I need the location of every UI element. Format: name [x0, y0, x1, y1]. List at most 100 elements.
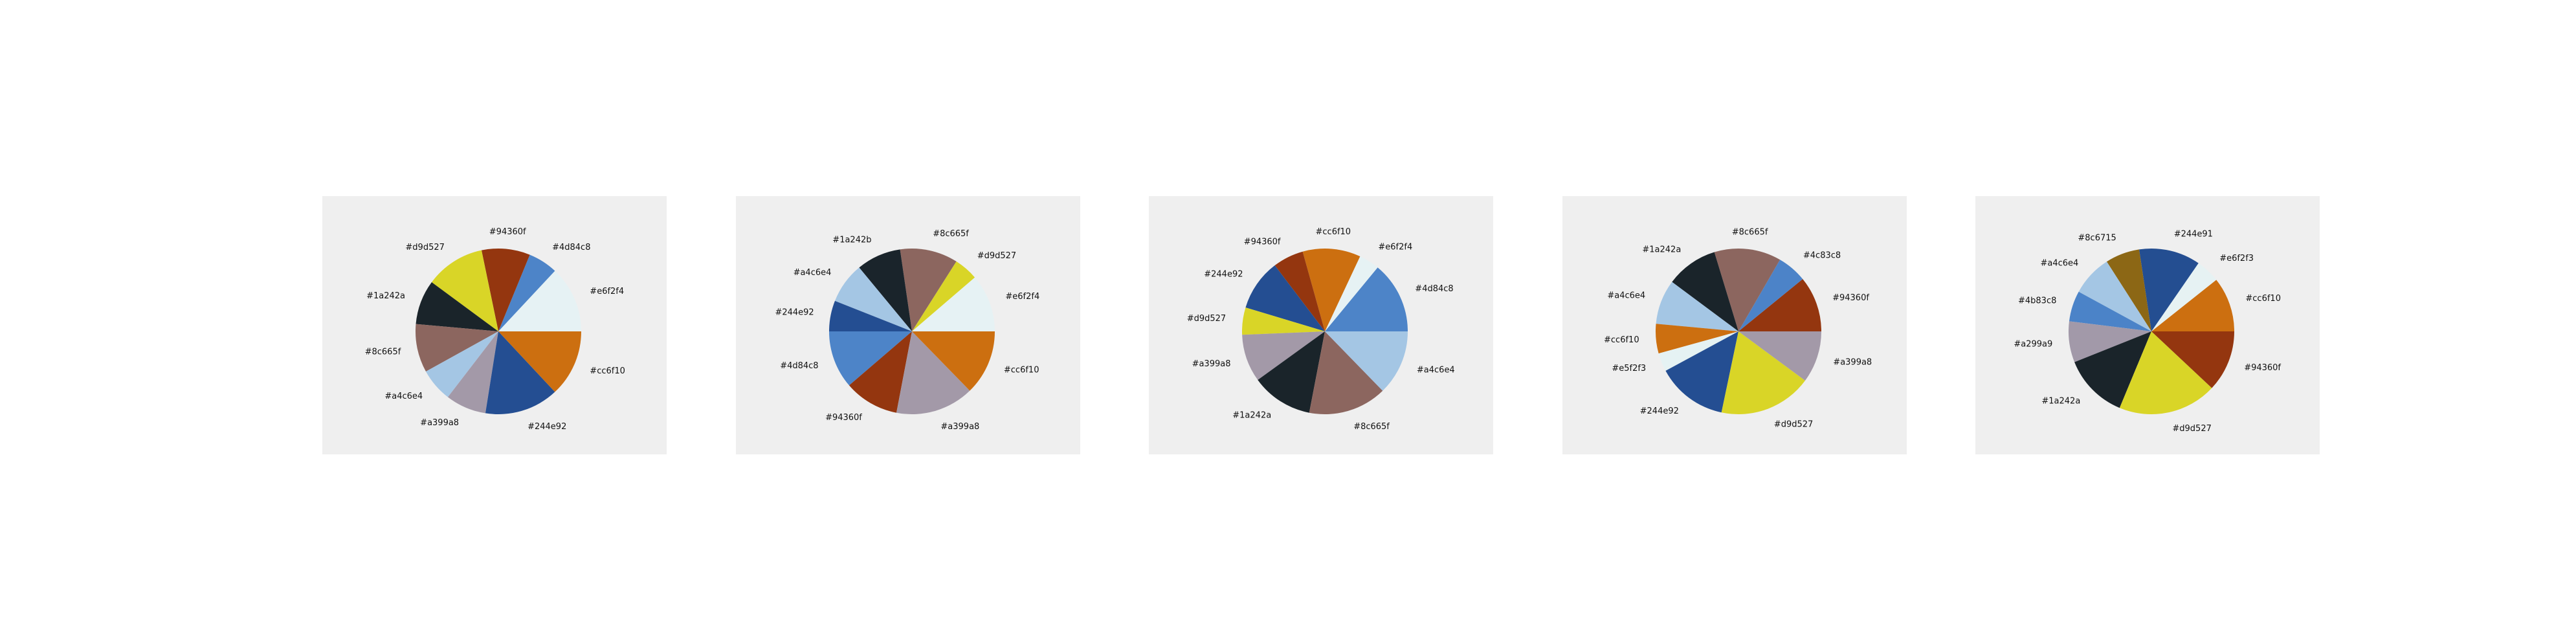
pie-chart-2: #e6f2f4 #d9d527 #8c665f #1a242b #a4c6e4 #244e…	[775, 229, 1039, 432]
slice-label: #94360f	[1832, 293, 1869, 303]
pie-panel-1: #e6f2f4 #4d84c8 #94360f #d9d527 #1a242a #8c66…	[322, 196, 667, 454]
pie-slice	[1738, 279, 1821, 331]
pie-slice	[2151, 263, 2217, 331]
pie-slice	[1325, 267, 1408, 331]
slice-label: #1a242a	[1232, 410, 1271, 420]
pie-slice	[2078, 261, 2151, 331]
slice-label: #cc6f10	[590, 366, 625, 376]
pie-panel-3: #4d84c8 #e6f2f4 #cc6f10 #94360f #244e92 #d9d5…	[1149, 196, 1493, 454]
pie-slice	[1655, 324, 1738, 354]
pie-slice	[912, 331, 995, 391]
slice-label: #8c665f	[933, 229, 969, 239]
pie-slice	[1274, 251, 1325, 331]
pie-slice	[1658, 331, 1738, 371]
slice-label: #a299a9	[2014, 339, 2052, 349]
slice-label: #cc6f10	[1316, 227, 1351, 237]
slice-label: #94360f	[825, 413, 862, 423]
pie-slice	[485, 331, 555, 414]
slice-label: #e5f2f3	[1612, 364, 1646, 373]
slice-label: #94360f	[1244, 238, 1281, 247]
pie-slice	[498, 254, 555, 331]
slice-label: #e6f2f4	[590, 287, 624, 296]
pie-slice	[2106, 249, 2151, 331]
slice-label: #cc6f10	[1604, 335, 1639, 345]
slice-label: #244e92	[527, 422, 566, 432]
slice-label: #a4c6e4	[384, 392, 423, 401]
pie-chart-1: #e6f2f4 #4d84c8 #94360f #d9d527 #1a242a #8c66…	[365, 227, 625, 432]
pie-slice	[1672, 252, 1738, 331]
slice-label: #d9d527	[1187, 314, 1226, 324]
slice-label: #8c665f	[1732, 228, 1768, 238]
pie-slice	[1242, 331, 1325, 380]
slice-label: #244e91	[2174, 230, 2213, 239]
pie-slice	[849, 331, 912, 413]
pie-slice	[2138, 249, 2199, 331]
pie-slice	[1721, 331, 1805, 414]
pie-slice	[481, 249, 530, 331]
pie-slice	[1738, 260, 1803, 331]
pie-slice	[1245, 265, 1325, 331]
pie-slice	[896, 331, 970, 414]
pie-slice	[859, 249, 912, 331]
pie-panel-5: #cc6f10 #e6f2f3 #244e91 #8c6715 #a4c6e4 #4b83…	[1975, 196, 2320, 454]
slice-label: #d9d527	[977, 251, 1016, 261]
pie-slice	[416, 282, 498, 331]
slice-label: #a4c6e4	[1607, 291, 1645, 300]
pie-slice	[912, 277, 995, 331]
slice-label: #8c665f	[365, 347, 401, 357]
pie-slice	[498, 331, 581, 392]
slice-label: #1a242b	[832, 236, 871, 245]
slice-label: #4d84c8	[552, 243, 590, 252]
pie-slice	[498, 271, 581, 331]
slice-label: #94360f	[489, 227, 526, 237]
slice-label: #1a242a	[2041, 397, 2080, 406]
pie-slice	[447, 331, 498, 414]
slice-label: #d9d527	[1774, 419, 1813, 429]
pie-slice	[2074, 331, 2151, 408]
slice-label: #4c83c8	[1803, 250, 1841, 260]
slice-label: #a4c6e4	[1417, 365, 1455, 375]
pie-slice	[2119, 331, 2212, 414]
pie-slice	[1302, 249, 1360, 331]
pie-slice	[1242, 307, 1325, 335]
slice-label: #a4c6e4	[2040, 259, 2078, 269]
pie-slice	[2069, 291, 2151, 331]
pie-slice	[912, 261, 975, 331]
slice-label: #a399a8	[940, 422, 979, 432]
slice-label: #1a242a	[1642, 245, 1681, 255]
slice-label: #1a242a	[366, 291, 405, 301]
pie-slice	[2069, 321, 2151, 362]
pie-slice	[829, 300, 912, 331]
slice-label: #94360f	[2244, 363, 2281, 373]
slice-label: #e6f2f4	[1005, 292, 1039, 302]
slice-label: #8c665f	[1353, 422, 1390, 432]
slice-label: #d9d527	[2172, 424, 2211, 434]
pie-slice	[1714, 249, 1781, 331]
pie-chart-4: #94360f #4c83c8 #8c665f #1a242a #a4c6e4 #cc6f…	[1604, 228, 1872, 430]
pie-slice	[2151, 280, 2234, 331]
slice-label: #e6f2f3	[2219, 254, 2254, 263]
slice-label: #244e92	[1640, 406, 1679, 416]
pie-slice	[1665, 331, 1738, 413]
slice-label: #a399a8	[1192, 359, 1231, 369]
pie-slice	[1258, 331, 1325, 413]
slice-label: #a4c6e4	[794, 268, 832, 278]
pie-panel-4: #94360f #4c83c8 #8c665f #1a242a #a4c6e4 #cc6f…	[1562, 196, 1907, 454]
pie-slice	[426, 331, 498, 397]
slice-label: #a399a8	[420, 418, 459, 428]
pie-slice	[900, 248, 957, 331]
pie-slice	[834, 267, 912, 331]
slice-label: #e6f2f4	[1378, 242, 1412, 252]
pie-slice	[431, 250, 498, 331]
pie-panel-2: #e6f2f4 #d9d527 #8c665f #1a242b #a4c6e4 #244e…	[736, 196, 1080, 454]
pie-slice	[829, 331, 912, 386]
slice-label: #cc6f10	[2245, 294, 2281, 304]
slice-label: #4b83c8	[2018, 296, 2056, 305]
slice-label: #cc6f10	[1004, 365, 1039, 375]
pie-slice	[1325, 256, 1378, 331]
slice-label: #244e92	[775, 308, 814, 318]
pie-slice	[1325, 331, 1408, 391]
slice-label: #244e92	[1204, 270, 1243, 280]
pie-chart-3: #4d84c8 #e6f2f4 #cc6f10 #94360f #244e92 #d9d5…	[1187, 227, 1455, 432]
